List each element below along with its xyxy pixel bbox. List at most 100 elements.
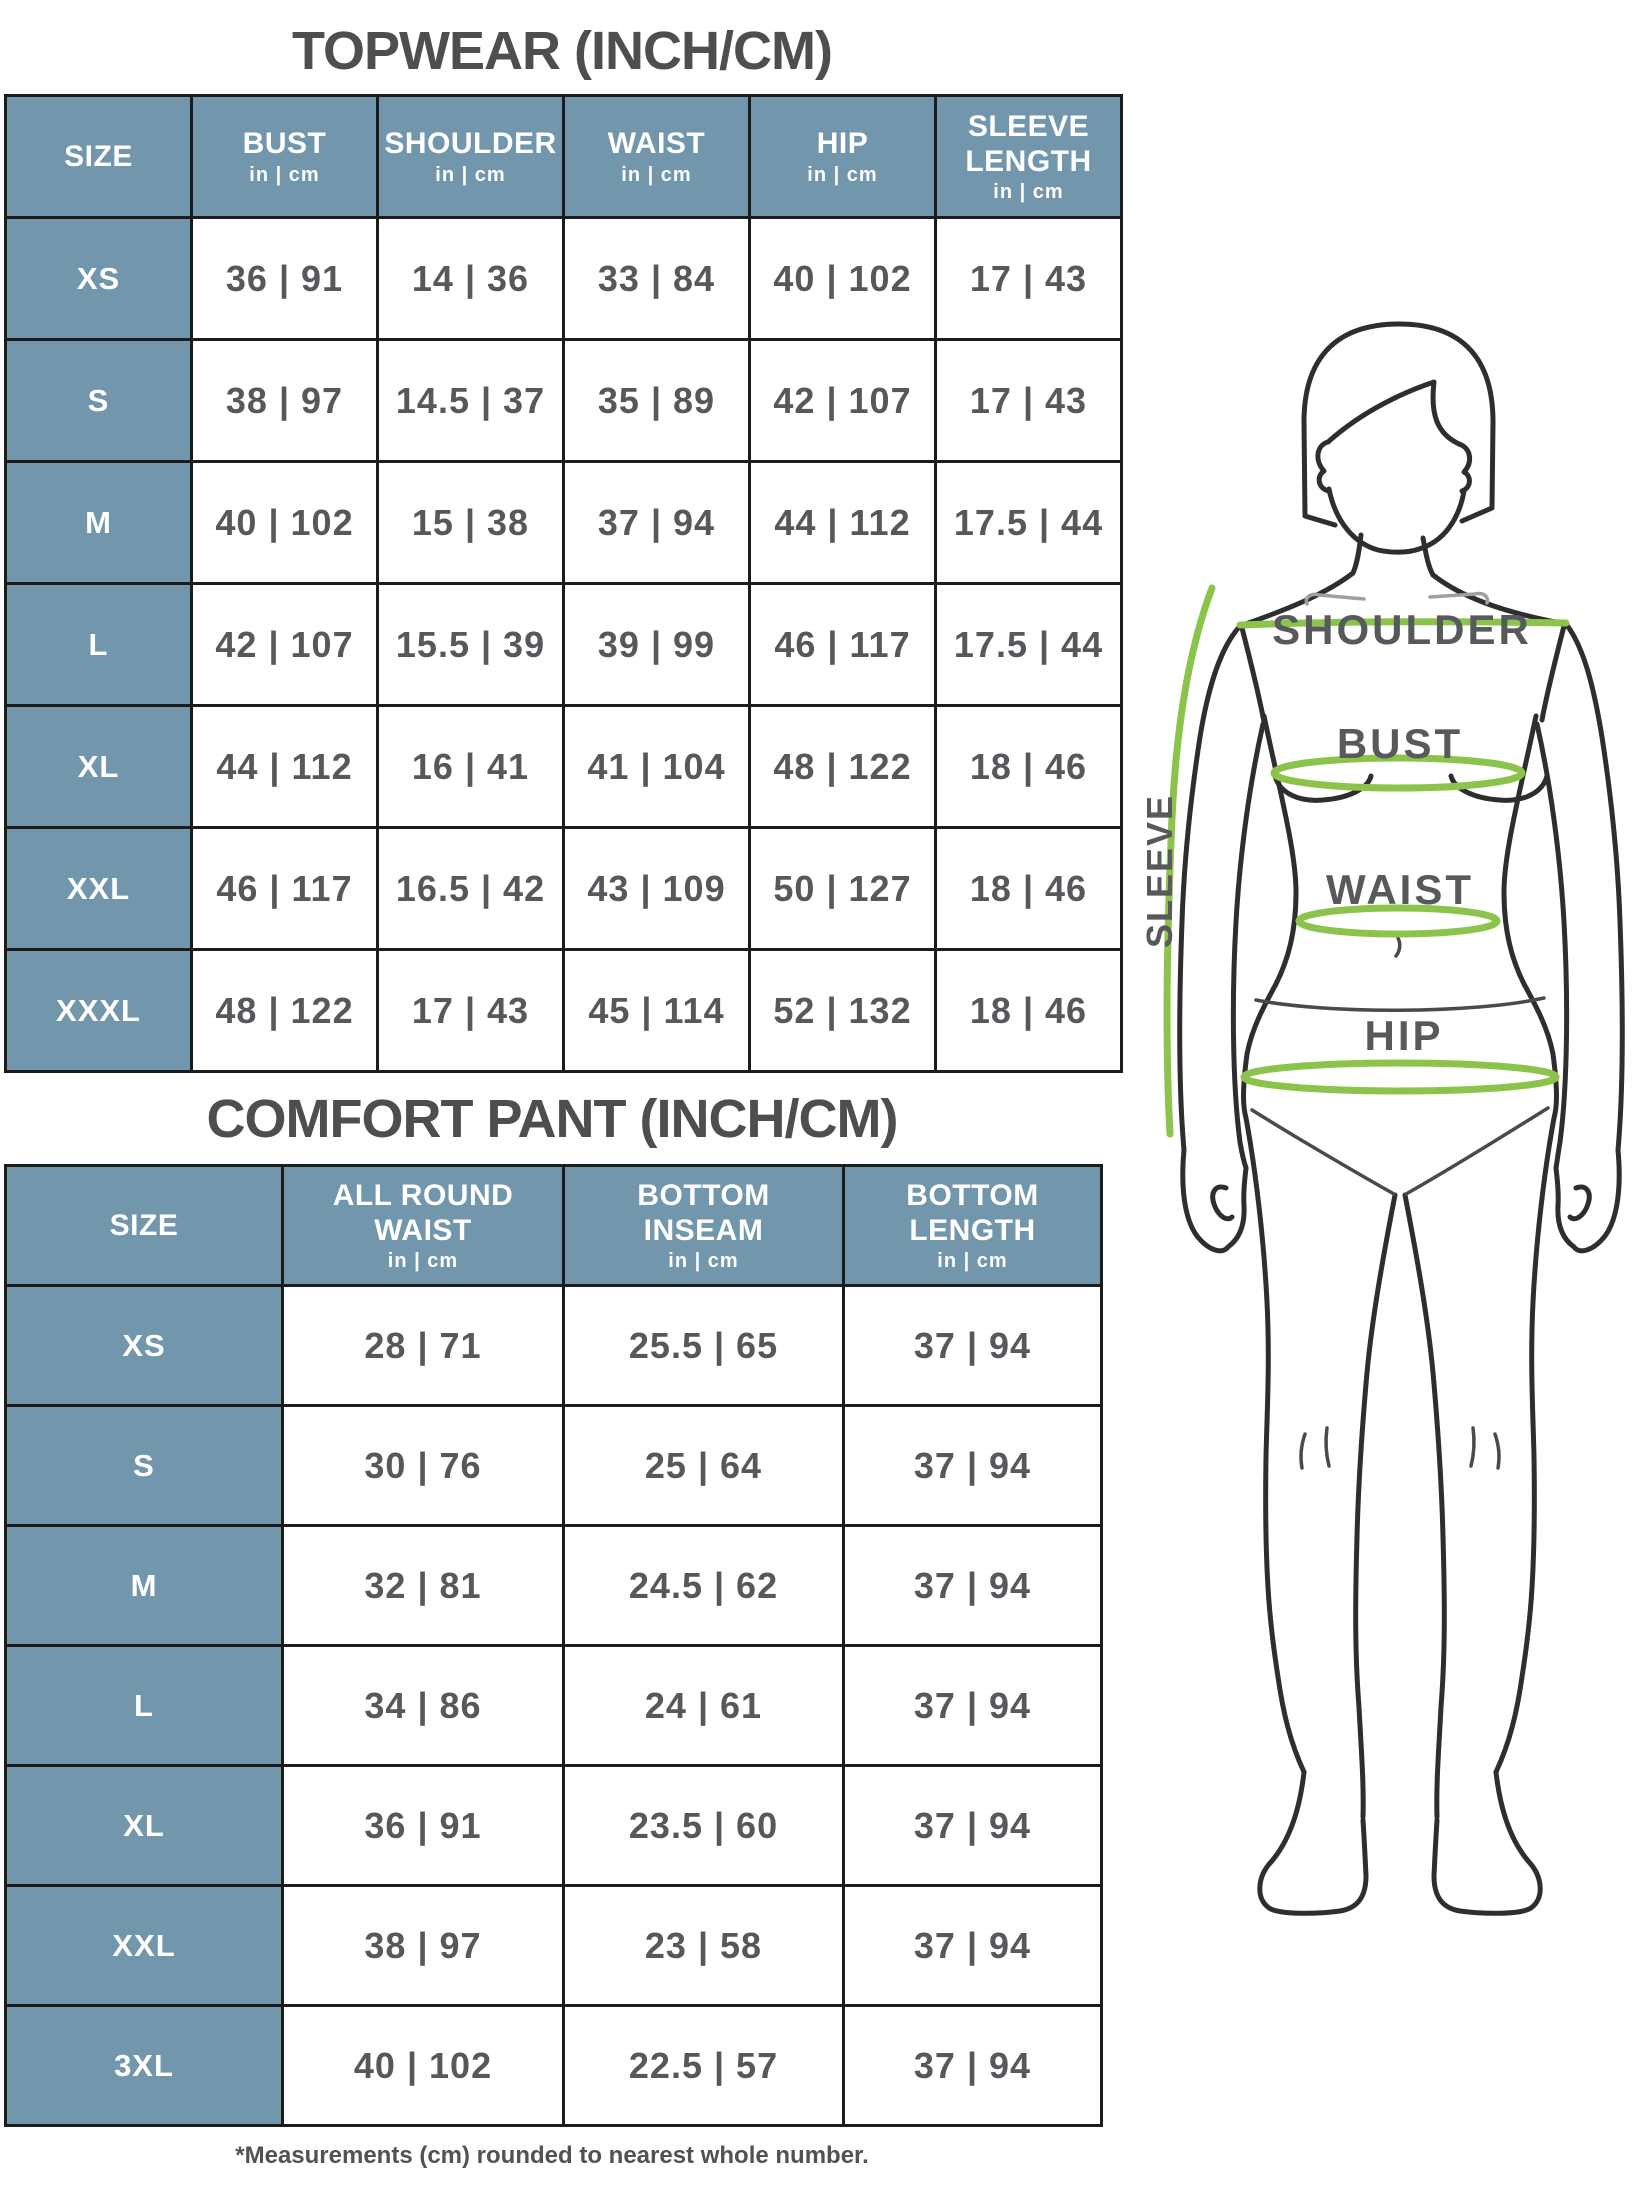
header-label: SHOULDER (384, 127, 557, 161)
topwear-header-hip: HIP in | cm (748, 94, 937, 219)
sleeve-measure-line (1163, 584, 1216, 1138)
table-cell: 46 | 117 (190, 826, 379, 951)
navel-mark (1394, 936, 1402, 958)
table-cell: 44 | 112 (190, 704, 379, 829)
table-cell: 38 | 97 (281, 1884, 565, 2007)
size-cell: XL (4, 1764, 284, 1887)
table-cell: 37 | 94 (842, 1884, 1103, 2007)
topwear-header-row: SIZE BUST in | cm SHOULDER in | cm WAIST in… (4, 94, 1123, 219)
waist-measure-ellipse (1295, 904, 1501, 938)
table-row: XL 44 | 112 16 | 41 41 | 104 48 | 122 18… (4, 704, 1123, 829)
table-row: S 30 | 76 25 | 64 37 | 94 (4, 1404, 1103, 1527)
hip-measure-ellipse (1240, 1059, 1560, 1095)
table-cell: 23.5 | 60 (562, 1764, 845, 1887)
table-cell: 46 | 117 (748, 582, 937, 707)
table-cell: 37 | 94 (842, 1524, 1103, 1647)
table-row: 3XL 40 | 102 22.5 | 57 37 | 94 (4, 2004, 1103, 2127)
table-cell: 28 | 71 (281, 1284, 565, 1407)
table-cell: 37 | 94 (562, 460, 751, 585)
table-cell: 44 | 112 (748, 460, 937, 585)
size-cell: XXL (4, 826, 193, 951)
comfort-pant-size-table: SIZE ALL ROUND WAIST in | cm BOTTOM INSEA… (4, 1164, 1103, 2127)
header-label: BOTTOM LENGTH (906, 1178, 1039, 1247)
waist-label: WAIST (1326, 866, 1474, 913)
shoulder-label: SHOULDER (1272, 606, 1532, 653)
topwear-size-table: SIZE BUST in | cm SHOULDER in | cm WAIST in… (4, 94, 1123, 1073)
table-cell: 25.5 | 65 (562, 1284, 845, 1407)
knee-mark (1299, 1432, 1307, 1470)
table-row: L 34 | 86 24 | 61 37 | 94 (4, 1644, 1103, 1767)
table-cell: 37 | 94 (842, 1284, 1103, 1407)
table-cell: 25 | 64 (562, 1404, 845, 1527)
table-cell: 36 | 91 (281, 1764, 565, 1887)
table-row: XXL 46 | 117 16.5 | 42 43 | 109 50 | 127… (4, 826, 1123, 951)
table-row: M 32 | 81 24.5 | 62 37 | 94 (4, 1524, 1103, 1647)
header-label: SLEEVE LENGTH (965, 109, 1092, 178)
table-cell: 39 | 99 (562, 582, 751, 707)
table-cell: 14.5 | 37 (376, 338, 565, 463)
table-cell: 34 | 86 (281, 1644, 565, 1767)
shoulder-measure-line (1236, 618, 1570, 629)
measurement-labels: SHOULDER BUST WAIST HIP SLEEVE (1139, 606, 1532, 1059)
table-row: XXL 38 | 97 23 | 58 37 | 94 (4, 1884, 1103, 2007)
bust-measure-ellipse (1270, 754, 1526, 792)
table-cell: 24.5 | 62 (562, 1524, 845, 1647)
size-cell: M (4, 1524, 284, 1647)
table-cell: 33 | 84 (562, 216, 751, 341)
table-cell: 16 | 41 (376, 704, 565, 829)
table-cell: 17.5 | 44 (934, 582, 1123, 707)
header-label: ALL ROUND WAIST (332, 1178, 514, 1247)
knee-mark (1324, 1426, 1331, 1468)
table-row: XS 36 | 91 14 | 36 33 | 84 40 | 102 17 |… (4, 216, 1123, 341)
topwear-header-shoulder: SHOULDER in | cm (376, 94, 565, 219)
unit-label: in | cm (435, 163, 506, 186)
table-cell: 41 | 104 (562, 704, 751, 829)
table-cell: 40 | 102 (748, 216, 937, 341)
size-cell: XL (4, 704, 193, 829)
unit-label: in | cm (249, 163, 320, 186)
table-cell: 18 | 46 (934, 704, 1123, 829)
table-cell: 40 | 102 (281, 2004, 565, 2127)
size-cell: XS (4, 1284, 284, 1407)
table-cell: 17 | 43 (376, 948, 565, 1073)
body-measurement-diagram: SHOULDER BUST WAIST HIP SLEEVE (1139, 321, 1625, 1916)
size-cell: L (4, 582, 193, 707)
table-cell: 18 | 46 (934, 826, 1123, 951)
table-row: L 42 | 107 15.5 | 39 39 | 99 46 | 117 17… (4, 582, 1123, 707)
table-cell: 23 | 58 (562, 1884, 845, 2007)
unit-label: in | cm (807, 163, 878, 186)
unit-label: in | cm (993, 181, 1064, 204)
table-cell: 16.5 | 42 (376, 826, 565, 951)
header-label: SIZE (64, 139, 133, 173)
comfort-pant-table-title: COMFORT PANT (INCH/CM) (206, 1089, 899, 1149)
underwear-v-line (1250, 1108, 1396, 1196)
underwear-top-line (1254, 996, 1546, 1012)
table-cell: 15 | 38 (376, 460, 565, 585)
table-row: M 40 | 102 15 | 38 37 | 94 44 | 112 17.5… (4, 460, 1123, 585)
table-cell: 37 | 94 (842, 1404, 1103, 1527)
topwear-table-title: TOPWEAR (INCH/CM) (292, 21, 833, 81)
table-row: XL 36 | 91 23.5 | 60 37 | 94 (4, 1764, 1103, 1887)
bust-label: BUST (1337, 720, 1463, 767)
table-cell: 14 | 36 (376, 216, 565, 341)
size-cell: XS (4, 216, 193, 341)
unit-label: in | cm (387, 1250, 459, 1273)
topwear-header-bust: BUST in | cm (190, 94, 379, 219)
body-outline (1177, 321, 1625, 1916)
underwear-v-line (1404, 1106, 1550, 1196)
table-cell: 15.5 | 39 (376, 582, 565, 707)
size-cell: XXL (4, 1884, 284, 2007)
table-cell: 50 | 127 (748, 826, 937, 951)
topwear-header-waist: WAIST in | cm (562, 94, 751, 219)
table-cell: 36 | 91 (190, 216, 379, 341)
table-cell: 48 | 122 (190, 948, 379, 1073)
table-cell: 35 | 89 (562, 338, 751, 463)
size-cell: 3XL (4, 2004, 284, 2127)
table-row: XXXL 48 | 122 17 | 43 45 | 114 52 | 132 … (4, 948, 1123, 1073)
table-cell: 17.5 | 44 (934, 460, 1123, 585)
unit-label: in | cm (937, 1250, 1008, 1273)
table-row: XS 28 | 71 25.5 | 65 37 | 94 (4, 1284, 1103, 1407)
measurement-footnote: *Measurements (cm) rounded to nearest wh… (235, 2142, 869, 2169)
table-cell: 42 | 107 (748, 338, 937, 463)
